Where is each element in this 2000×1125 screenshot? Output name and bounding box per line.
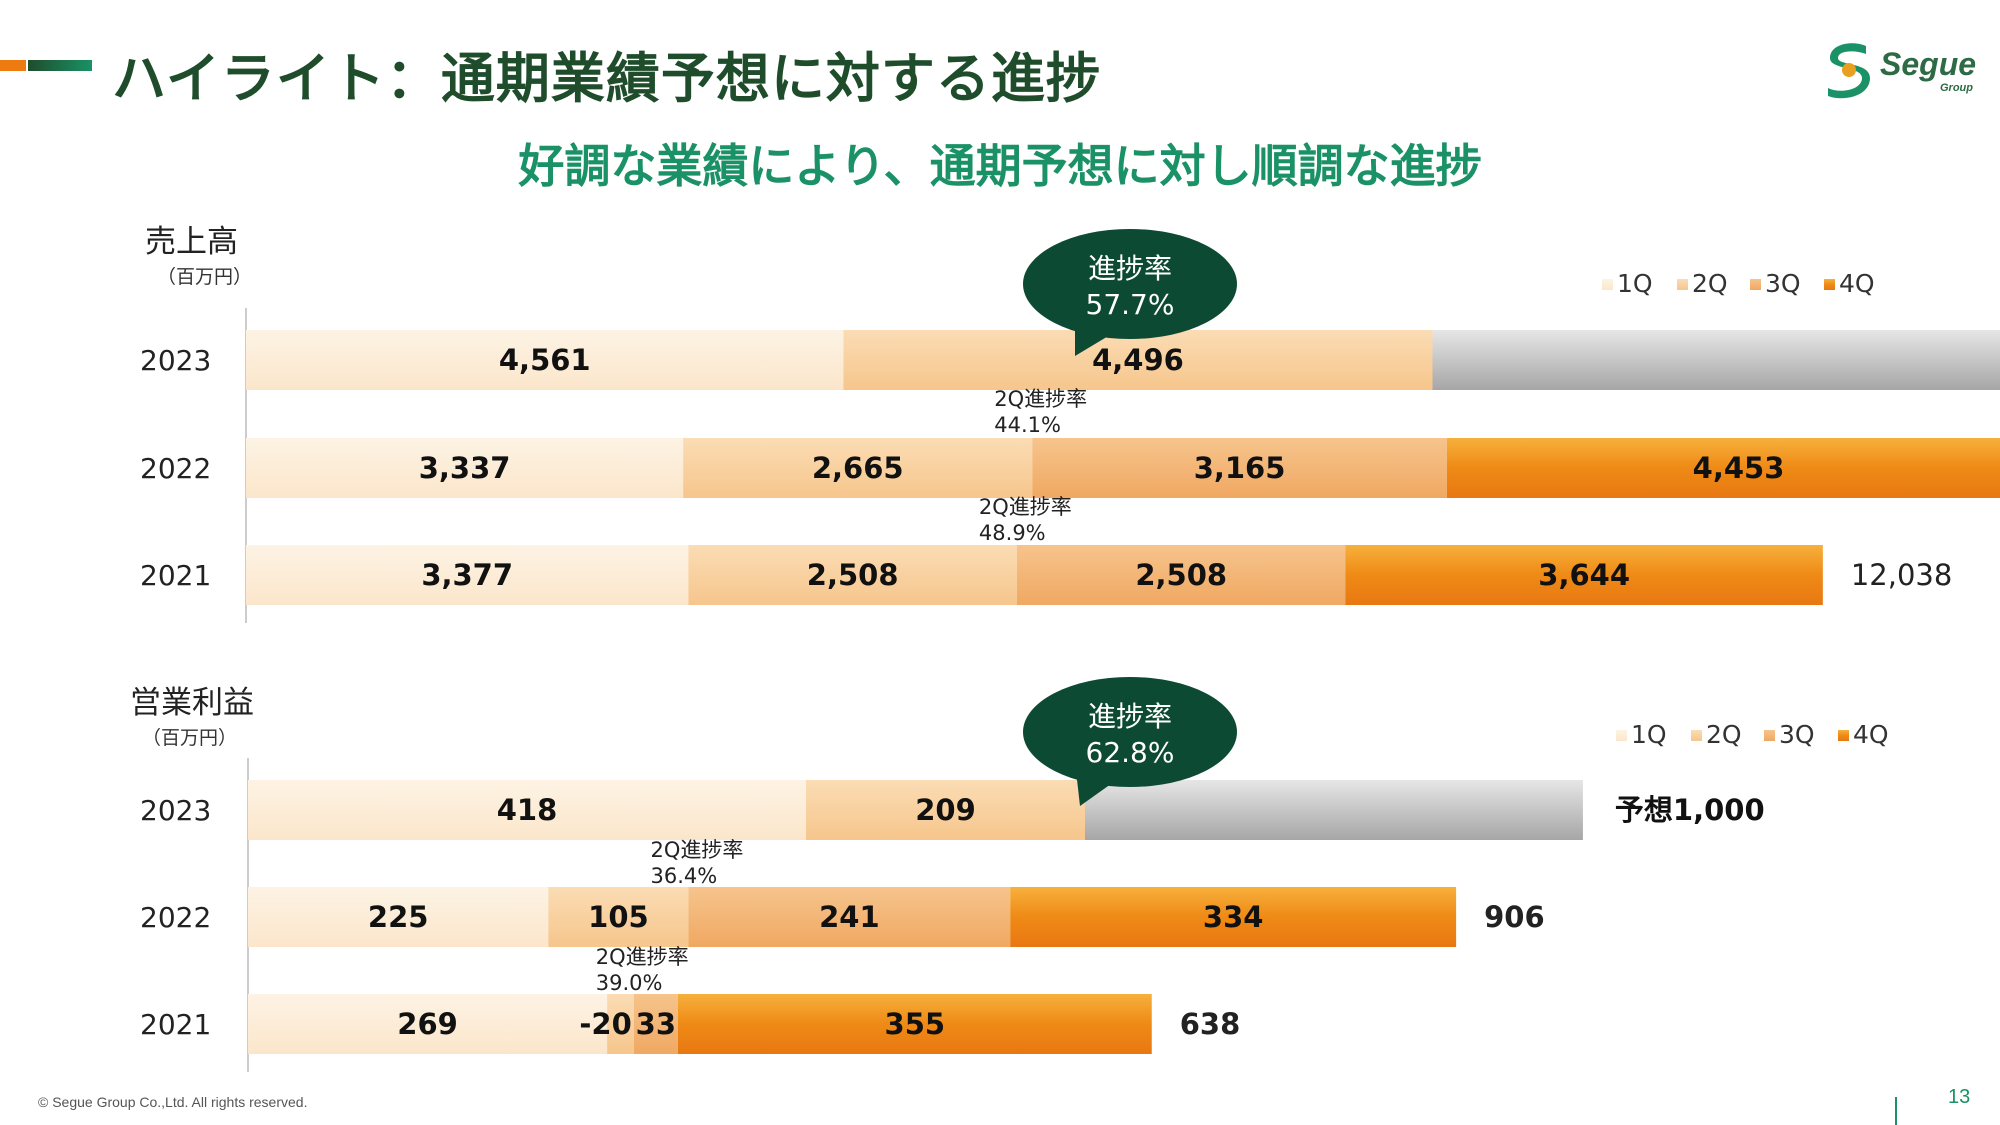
chart1-total-2021: 12,038 — [1851, 558, 1952, 592]
chart2-q2-progress-value-2022: 36.4% — [651, 864, 718, 888]
chart1-bar-2023-2Q — [843, 330, 1433, 390]
chart1-bar-2021-1Q — [246, 545, 689, 605]
chart1-title: 売上高 — [145, 224, 238, 260]
chart2-bar-2021-2Q — [607, 994, 634, 1054]
chart1-callout-value: 57.7% — [1086, 288, 1175, 321]
chart2-bar-2022-2Q — [548, 887, 689, 947]
segue-logo: Segue Group — [1822, 38, 1982, 102]
chart2-q2-progress-value-2021: 39.0% — [596, 971, 663, 995]
chart2-bar-2021-1Q — [248, 994, 608, 1054]
chart2-bar-label-2023-1Q: 418 — [497, 793, 558, 827]
chart2-bar-label-2021-2Q: -20 — [579, 1007, 631, 1041]
chart2-callout-label: 進捗率 — [1088, 700, 1172, 733]
chart1-legend-swatch-3Q — [1750, 279, 1761, 290]
chart1-callout-label: 進捗率 — [1088, 252, 1172, 285]
chart2-title: 営業利益 — [130, 685, 254, 721]
chart1-legend-swatch-2Q — [1677, 279, 1688, 290]
chart1-bar-label-2023-2Q: 4,496 — [1092, 343, 1184, 377]
chart2-bar-label-2022-3Q: 241 — [819, 900, 880, 934]
chart2-legend-1Q: 1Q — [1631, 720, 1667, 749]
chart2-unit: （百万円） — [142, 727, 237, 749]
chart1-bar-2021-3Q — [1016, 545, 1346, 605]
chart2-category-2022: 2022 — [140, 901, 211, 934]
chart2-total-2021: 638 — [1180, 1007, 1241, 1041]
chart2-legend-swatch-1Q — [1616, 730, 1627, 741]
chart1-bar-2023-1Q — [246, 330, 844, 390]
logo-sub: Group — [1940, 82, 1973, 94]
chart1-category-2023: 2023 — [140, 344, 211, 377]
progress-charts: 売上高（百万円）1Q2Q3Q4Q2023予想15,7004,5614,49620… — [130, 224, 2000, 1072]
chart2-bar-label-2021-4Q: 355 — [885, 1007, 946, 1041]
chart2-bar-label-2023-2Q: 209 — [915, 793, 976, 827]
page-subtitle: 好調な業績により、通期予想に対し順調な進捗 — [518, 139, 1482, 193]
chart2-total-2022: 906 — [1484, 900, 1545, 934]
accent-bar-green — [28, 60, 92, 71]
chart2-category-2021: 2021 — [140, 1008, 211, 1041]
chart1-bar-label-2021-4Q: 3,644 — [1538, 558, 1630, 592]
chart2-legend-swatch-2Q — [1691, 730, 1702, 741]
chart1-bar-label-2021-3Q: 2,508 — [1135, 558, 1227, 592]
chart1-bar-label-2022-1Q: 3,337 — [419, 451, 511, 485]
chart2-q2-progress-label-2021: 2Q進捗率 — [596, 945, 689, 969]
chart2-bar-label-2021-3Q: 33 — [636, 1007, 676, 1041]
chart2-bar-2021-4Q — [677, 994, 1152, 1054]
chart1-legend-swatch-1Q — [1602, 279, 1613, 290]
chart1-bar-2022-3Q — [1032, 438, 1447, 498]
copyright: © Segue Group Co.,Ltd. All rights reserv… — [38, 1094, 308, 1110]
chart1-legend-swatch-4Q — [1824, 279, 1835, 290]
chart2-legend-2Q: 2Q — [1706, 720, 1742, 749]
chart1-bar-label-2022-2Q: 2,665 — [812, 451, 904, 485]
chart2-bar-label-2021-1Q: 269 — [397, 1007, 458, 1041]
chart1-bar-label-2022-4Q: 4,453 — [1693, 451, 1785, 485]
chart1-category-2021: 2021 — [140, 559, 211, 592]
chart2-bar-label-2022-2Q: 105 — [588, 900, 649, 934]
chart1-legend-2Q: 2Q — [1692, 269, 1728, 298]
chart1-bar-2022-2Q — [683, 438, 1033, 498]
chart1-bar-label-2023-1Q: 4,561 — [499, 343, 591, 377]
chart2-callout-bubble — [1023, 677, 1237, 787]
chart1-bar-label-2021-2Q: 2,508 — [807, 558, 899, 592]
logo-name: Segue — [1880, 46, 1977, 82]
chart1-q2-progress-value-2022: 44.1% — [994, 413, 1061, 437]
page-number: 13 — [1948, 1086, 1971, 1108]
chart2-legend-4Q: 4Q — [1853, 720, 1889, 749]
chart2-bar-2021-3Q — [633, 994, 678, 1054]
chart1-callout-bubble — [1023, 229, 1237, 339]
chart2-legend-3Q: 3Q — [1779, 720, 1815, 749]
chart1-q2-progress-value-2021: 48.9% — [979, 521, 1046, 545]
chart1-legend-4Q: 4Q — [1839, 269, 1875, 298]
chart2-forecast-label: 予想1,000 — [1615, 793, 1765, 827]
chart2-bar-2022-1Q — [248, 887, 549, 947]
chart1-bar-2022-4Q — [1446, 438, 2000, 498]
chart1-category-2022: 2022 — [140, 452, 211, 485]
chart2-bar-2023-2Q — [806, 780, 1085, 840]
chart1-legend-1Q: 1Q — [1617, 269, 1653, 298]
chart1-bar-2022-1Q — [246, 438, 684, 498]
chart2-legend-swatch-4Q — [1838, 730, 1849, 741]
chart2-bar-label-2022-1Q: 225 — [368, 900, 429, 934]
chart2-legend-swatch-3Q — [1764, 730, 1775, 741]
page-title: ハイライト：通期業績予想に対する進捗 — [112, 47, 1101, 110]
segue-logo-icon — [1828, 43, 1870, 99]
chart2-bar-label-2022-4Q: 334 — [1203, 900, 1264, 934]
chart1-bar-label-2021-1Q: 3,377 — [421, 558, 513, 592]
chart1-bar-label-2022-3Q: 3,165 — [1194, 451, 1286, 485]
chart1-legend-3Q: 3Q — [1765, 269, 1801, 298]
chart1-q2-progress-label-2021: 2Q進捗率 — [979, 495, 1072, 519]
chart2-q2-progress-label-2022: 2Q進捗率 — [651, 838, 744, 862]
chart2-bar-2023-1Q — [248, 780, 806, 840]
chart1-unit: （百万円） — [157, 266, 252, 288]
chart2-category-2023: 2023 — [140, 794, 211, 827]
chart2-bar-2022-3Q — [688, 887, 1011, 947]
accent-bar-orange — [0, 60, 26, 71]
page-number-divider — [1895, 1097, 1897, 1125]
chart1-bar-2021-2Q — [688, 545, 1017, 605]
chart2-bar-2022-4Q — [1010, 887, 1457, 947]
chart2-callout-value: 62.8% — [1086, 736, 1175, 769]
chart1-q2-progress-label-2022: 2Q進捗率 — [994, 387, 1087, 411]
chart1-bar-2021-4Q — [1345, 545, 1823, 605]
